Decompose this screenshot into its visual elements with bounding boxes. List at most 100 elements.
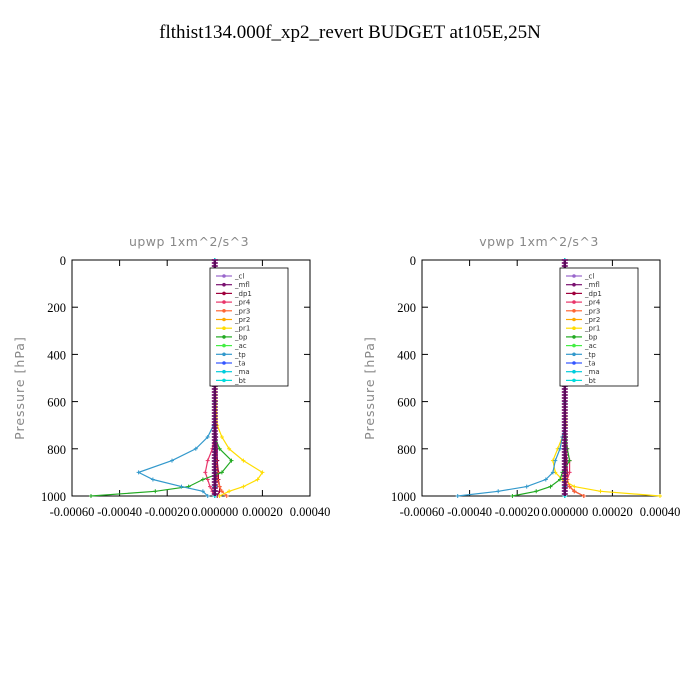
legend-marker: [222, 274, 226, 278]
legend-label: _ta: [584, 360, 596, 368]
plot-frame: [71, 259, 311, 497]
x-tick-label: -0.00060: [400, 505, 445, 519]
legend-label: _ma: [584, 368, 600, 376]
legend-marker: [572, 352, 576, 357]
legend-marker: [222, 343, 226, 348]
x-tick-label: 0.000000: [541, 505, 588, 519]
data-point: [598, 489, 603, 494]
legend-label: _mfl: [234, 281, 250, 289]
data-point: [136, 470, 141, 475]
y-tick-label: 800: [47, 443, 66, 457]
legend-label: _ma: [234, 368, 250, 376]
data-point: [567, 458, 572, 463]
legend-label: _mfl: [584, 281, 600, 289]
data-point: [170, 458, 174, 463]
legend-marker: [572, 291, 576, 296]
legend-label: _pr3: [234, 307, 250, 315]
data-point: [241, 458, 246, 463]
data-point: [510, 494, 515, 498]
legend-marker: [572, 326, 576, 331]
legend-label: _dp1: [584, 290, 602, 298]
data-point: [255, 477, 260, 482]
legend-marker: [572, 300, 576, 304]
legend-marker: [572, 274, 576, 278]
x-tick-label: -0.00020: [495, 505, 540, 519]
legend-marker: [222, 335, 226, 339]
legend-marker: [222, 369, 226, 374]
legend-label: _ta: [234, 360, 246, 368]
data-point: [548, 484, 553, 489]
data-point: [219, 470, 224, 475]
data-point: [224, 494, 229, 498]
legend-marker: [222, 352, 226, 357]
legend-marker: [572, 282, 576, 287]
data-point: [227, 446, 232, 451]
legend-label: _tp: [584, 351, 596, 359]
data-point: [179, 484, 184, 489]
legend-marker: [222, 378, 226, 383]
x-tick-label: -0.00020: [145, 505, 190, 519]
series-line-tp: [137, 260, 216, 497]
data-point: [534, 489, 539, 494]
data-point: [558, 477, 562, 482]
data-point: [241, 484, 246, 489]
y-axis-label: Pressure [hPa]: [12, 336, 27, 440]
data-point: [229, 458, 234, 463]
data-point: [558, 446, 562, 451]
data-point: [217, 494, 222, 498]
legend-marker: [222, 291, 226, 296]
data-point: [567, 470, 572, 475]
x-tick-label: 0.000000: [191, 505, 238, 519]
data-point: [227, 489, 232, 494]
legend-label: _bp: [234, 333, 248, 341]
x-tick-label: -0.00040: [97, 505, 142, 519]
legend-marker: [222, 282, 226, 287]
legend-marker: [572, 361, 576, 365]
y-tick-label: 1000: [391, 490, 416, 504]
y-tick-label: 800: [397, 443, 416, 457]
data-point: [581, 494, 586, 498]
data-point: [219, 435, 224, 439]
legend-marker: [222, 361, 226, 365]
data-point: [200, 477, 205, 482]
data-point: [217, 446, 222, 451]
data-point: [193, 446, 198, 451]
legend-marker: [572, 309, 576, 313]
series-line-tp: [457, 260, 566, 497]
data-point: [496, 489, 501, 494]
y-tick-label: 600: [47, 396, 66, 410]
legend-label: _bt: [234, 377, 246, 385]
y-tick-label: 1000: [41, 490, 66, 504]
legend-label: _pr2: [234, 316, 250, 324]
legend-label: _pr1: [234, 325, 250, 333]
data-point: [550, 470, 555, 475]
legend-marker: [222, 326, 226, 331]
data-point: [205, 435, 210, 439]
legend-label: _bt: [584, 377, 596, 385]
legend-label: _ac: [584, 342, 597, 350]
legend-label: _dp1: [234, 290, 252, 298]
data-point: [455, 494, 460, 498]
panel-title: vpwp 1xm^2/s^3: [479, 234, 599, 249]
legend-marker: [572, 335, 576, 339]
legend-label: _pr1: [584, 325, 600, 333]
data-point: [153, 489, 158, 494]
data-point: [543, 477, 548, 482]
legend: _cl_mfl_dp1_pr4_pr3_pr2_pr1_bp_ac_tp_ta_…: [209, 267, 289, 387]
legend-marker: [222, 309, 226, 313]
data-point: [219, 489, 224, 494]
data-point: [572, 489, 577, 494]
legend-label: _pr4: [584, 299, 601, 307]
x-tick-label: -0.00040: [447, 505, 492, 519]
x-tick-label: 0.00040: [640, 505, 681, 519]
legend-marker: [572, 378, 576, 383]
data-point: [205, 458, 210, 463]
legend-label: _bp: [584, 333, 598, 341]
data-point: [524, 484, 529, 489]
y-tick-label: 600: [397, 396, 416, 410]
legend-label: _tp: [234, 351, 246, 359]
data-point: [208, 484, 212, 489]
